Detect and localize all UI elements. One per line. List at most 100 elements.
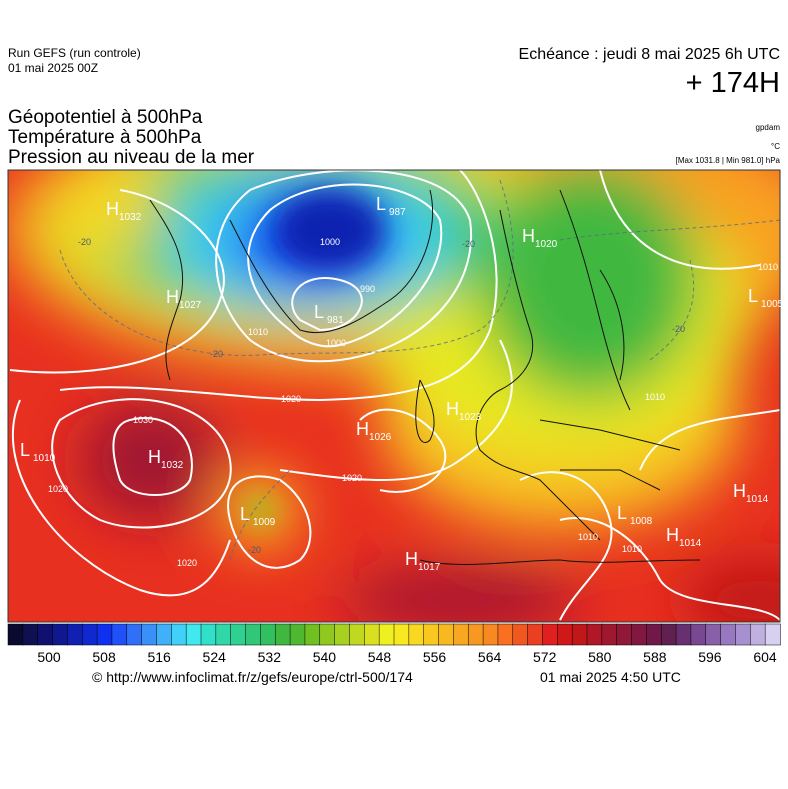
colorbar-swatch (453, 623, 469, 646)
colorbar-tick-label: 500 (37, 649, 61, 665)
colorbar-swatch (497, 623, 514, 646)
pressure-center-value: 981 (327, 315, 344, 326)
colorbar-tick-label: 524 (203, 649, 227, 665)
pressure-center-type: L (314, 302, 324, 322)
pressure-center-type: H (148, 447, 161, 467)
field-name: Pression au niveau de la mer (8, 147, 255, 168)
colorbar-swatch (764, 623, 781, 646)
colorbar-swatch (601, 623, 618, 646)
pressure-center-value: 1005 (761, 299, 784, 310)
colorbar-swatch (690, 623, 707, 646)
colorbar-swatch (274, 623, 291, 646)
colorbar-swatch (319, 623, 336, 646)
colorbar-tick-label: 540 (313, 649, 337, 665)
pressure-center-value: 1014 (746, 494, 769, 505)
pressure-center-value: 1027 (179, 300, 202, 311)
colorbar-swatch (482, 623, 499, 646)
colorbar-swatch (67, 623, 83, 646)
colorbar-swatch (735, 623, 752, 646)
pressure-center-type: H (666, 525, 679, 545)
colorbar-swatch (378, 623, 395, 646)
colorbar-swatch (185, 623, 202, 646)
colorbar-swatch (96, 623, 113, 646)
colorbar-swatch (215, 623, 232, 646)
contour-label: 1020 (281, 394, 301, 404)
pressure-center-value: 1009 (253, 517, 276, 528)
lead-time: + 174H (685, 67, 780, 99)
colorbar-swatch (52, 623, 69, 646)
colorbar-swatch (705, 623, 722, 646)
contour-label: 1010 (248, 327, 268, 337)
pressure-center-value: 1032 (161, 460, 184, 471)
colorbar-swatch (408, 623, 425, 646)
pressure-center-value: 1014 (679, 538, 702, 549)
map-field (8, 170, 780, 622)
colorbar-tick-label: 572 (533, 649, 557, 665)
pressure-center-value: 1023 (459, 412, 482, 423)
colorbar-tick-label: 596 (698, 649, 722, 665)
colorbar-swatch (334, 623, 351, 646)
contour-label: -20 (672, 324, 685, 334)
pressure-center-value: 1020 (535, 239, 558, 250)
pressure-center-type: H (356, 419, 369, 439)
colorbar-swatch (304, 623, 321, 646)
colorbar-swatch (571, 623, 588, 646)
colorbar-swatch (393, 623, 410, 646)
colorbar-tick-label: 548 (368, 649, 392, 665)
colorbar-tick-label: 580 (588, 649, 612, 665)
colorbar-swatch (156, 623, 173, 646)
unit: gpdam (755, 123, 780, 132)
colorbar-swatch (438, 623, 455, 646)
contour-label: 1000 (326, 338, 346, 348)
field-name: Température à 500hPa (8, 127, 202, 148)
colorbar-swatch (512, 623, 529, 646)
colorbar-swatch (81, 623, 98, 646)
contour-label: 990 (360, 284, 375, 294)
contour-label: -20 (462, 239, 475, 249)
pressure-center-type: H (522, 226, 535, 246)
pressure-center-value: 1008 (630, 516, 653, 527)
run-date: 01 mai 2025 00Z (8, 61, 99, 75)
pressure-center-type: L (240, 504, 250, 524)
contour-label: 1010 (645, 392, 665, 402)
contour-label: 1000 (320, 237, 340, 247)
field-name: Géopotentiel à 500hPa (8, 107, 203, 128)
colorbar-swatch (289, 623, 306, 646)
contour-label: 1010 (578, 532, 598, 542)
colorbar-swatch (245, 623, 262, 646)
contour-label: 1030 (133, 415, 153, 425)
colorbar-swatch (22, 623, 39, 646)
pressure-center-value: 1010 (33, 453, 56, 464)
colorbar-swatch (171, 623, 187, 646)
colorbar-swatch (423, 623, 440, 646)
pressure-center-value: 1017 (418, 562, 441, 573)
pressure-range: [Max 1031.8 | Min 981.0] hPa (675, 156, 780, 165)
colorbar-tick-label: 564 (478, 649, 502, 665)
colorbar-swatch (37, 623, 54, 646)
contour-label: -20 (210, 349, 223, 359)
colorbar-swatch (349, 623, 366, 646)
colorbar-swatch (527, 623, 544, 646)
colorbar-tick-label: 516 (147, 649, 171, 665)
pressure-center-type: L (20, 440, 30, 460)
colorbar-swatch (616, 623, 633, 646)
colorbar-tick-label: 556 (423, 649, 447, 665)
pressure-center-type: L (376, 194, 386, 214)
colorbar-swatch (260, 623, 276, 646)
colorbar-swatch (675, 623, 692, 646)
colorbar-swatch (542, 623, 559, 646)
colorbar-swatch (126, 623, 143, 646)
forecast-time: Echéance : jeudi 8 mai 2025 6h UTC (518, 46, 780, 63)
pressure-center-type: L (617, 503, 627, 523)
contour-label: -20 (78, 237, 91, 247)
colorbar-swatch (467, 623, 484, 646)
colorbar-tick-label: 604 (753, 649, 777, 665)
contour-label: 1020 (342, 473, 362, 483)
colorbar-swatch (720, 623, 737, 646)
colorbar-swatch (631, 623, 648, 646)
generated-time: 01 mai 2025 4:50 UTC (540, 669, 681, 685)
colorbar-swatch (750, 623, 766, 646)
pressure-center-value: 987 (389, 207, 406, 218)
colorbar-swatch (557, 623, 573, 646)
